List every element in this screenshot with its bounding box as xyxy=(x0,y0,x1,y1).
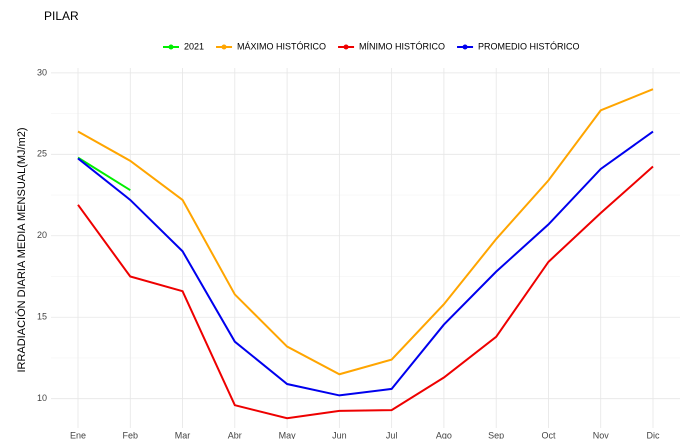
x-tick-label: May xyxy=(279,430,297,439)
y-tick-label: 10 xyxy=(37,393,47,403)
x-tick-label: Oct xyxy=(541,430,556,439)
x-tick-label: Mar xyxy=(175,430,191,439)
x-tick-label: Nov xyxy=(593,430,610,439)
y-tick-label: 20 xyxy=(37,230,47,240)
series-line xyxy=(77,88,654,376)
x-tick-label: Jun xyxy=(332,430,347,439)
series-line xyxy=(77,165,654,420)
y-tick-label: 15 xyxy=(37,312,47,322)
x-tick-label: Dic xyxy=(647,430,660,439)
legend-label: 2021 xyxy=(184,41,204,51)
legend-label: PROMEDIO HISTÓRICO xyxy=(478,41,580,51)
chart-title: PILAR xyxy=(44,9,79,23)
x-tick-label: Abr xyxy=(228,430,242,439)
x-tick-label: Sep xyxy=(488,430,504,439)
y-tick-label: 25 xyxy=(37,149,47,159)
series-line xyxy=(77,156,131,192)
x-tick-label: Jul xyxy=(386,430,398,439)
legend-label: MÍNIMO HISTÓRICO xyxy=(359,41,445,51)
legend-label: MÁXIMO HISTÓRICO xyxy=(237,41,326,51)
y-axis-label: IRRADIACIÓN DIARIA MEDIA MENSUAL(MJ/m2) xyxy=(15,127,28,372)
series-line xyxy=(77,130,654,397)
x-tick-label: Ene xyxy=(70,430,86,439)
y-tick-label: 30 xyxy=(37,67,47,77)
x-tick-label: Feb xyxy=(123,430,139,439)
legend-dot xyxy=(343,44,349,50)
legend-dot xyxy=(221,44,227,50)
x-tick-label: Ago xyxy=(436,430,452,439)
legend-dot xyxy=(168,44,174,50)
legend-dot xyxy=(462,44,468,50)
